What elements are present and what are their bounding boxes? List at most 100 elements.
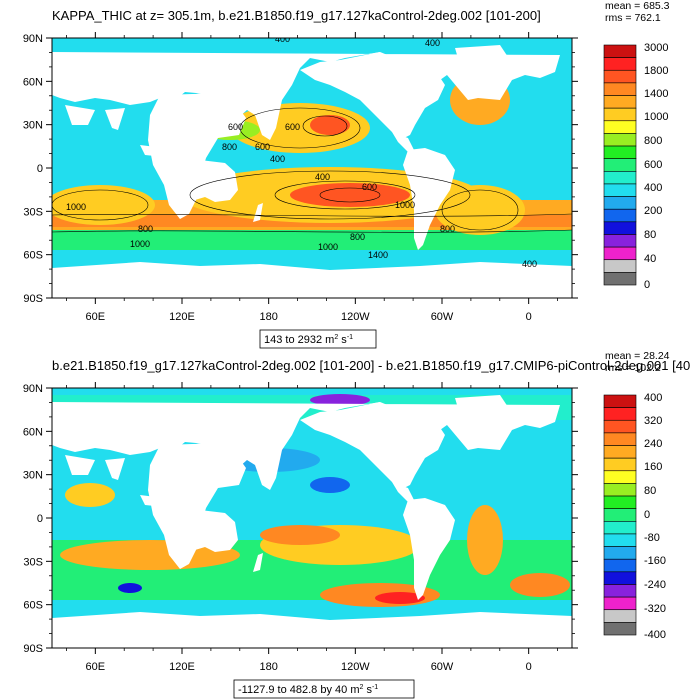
colorbar-swatch (603, 133, 637, 147)
top-cb-label: 40 (644, 253, 656, 265)
svg-text:143 to 2932 m2 s-1: 143 to 2932 m2 s-1 (264, 334, 353, 346)
colorbar-swatch (603, 407, 637, 421)
top-cb-label: 0 (644, 279, 650, 291)
top-panel: KAPPA_THIC at z= 305.1m, b.e21.B1850.f19… (23, 0, 670, 349)
lat-tick-label: 60S (23, 600, 43, 612)
lat-tick-label: 90N (23, 383, 43, 395)
lat-tick-label: 60S (23, 250, 43, 262)
colorbar-swatch (603, 234, 637, 248)
bottom-field-blob (118, 583, 142, 593)
top-field-gyre (52, 185, 155, 225)
lat-tick-label: 0 (37, 163, 43, 175)
lon-tick-label: 60W (431, 661, 454, 673)
svg-text:800: 800 (350, 232, 365, 242)
svg-text:-1127.9 to 482.8 by 40 m2 s-1: -1127.9 to 482.8 by 40 m2 s-1 (238, 684, 378, 696)
colorbar-swatch (603, 171, 637, 185)
colorbar-swatch (603, 246, 637, 261)
lon-tick-label: 0 (526, 311, 532, 323)
colorbar-swatch (603, 183, 637, 197)
top-range-note: 143 to 2932 m2 s-1 (259, 329, 377, 349)
bottom-cb-label: -320 (644, 603, 666, 615)
svg-text:400: 400 (522, 259, 537, 269)
bottom-cb-label: -80 (644, 532, 660, 544)
lon-tick-label: 120W (341, 311, 370, 323)
colorbar-swatch (603, 533, 637, 547)
bottom-field-blob (375, 592, 425, 604)
lat-tick-label: 90S (23, 293, 43, 305)
bottom-axis-ticks: 90N 60N 30N 0 30S 60S 90S 60E 120E 180 120W 60W 0 (23, 382, 578, 673)
svg-text:1400: 1400 (368, 250, 388, 260)
colorbar-swatch (603, 69, 637, 84)
bottom-field-blob (310, 394, 370, 406)
colorbar-swatch (603, 609, 637, 623)
svg-text:400: 400 (270, 154, 285, 164)
top-field-gyre (290, 183, 410, 207)
top-mean: mean = 685.3 (605, 0, 670, 12)
colorbar-swatch (603, 145, 637, 159)
colorbar-swatch (603, 158, 637, 172)
lat-tick-label: 60N (23, 426, 43, 438)
svg-text:600: 600 (228, 122, 243, 132)
top-colorbar: 3000 1800 1400 1000 800 600 400 200 80 4… (603, 42, 668, 291)
svg-text:800: 800 (440, 224, 455, 234)
bottom-range-note: -1127.9 to 482.8 by 40 m2 s-1 (233, 679, 415, 699)
colorbar-swatch (603, 82, 637, 96)
svg-text:400: 400 (315, 172, 330, 182)
top-field-band (52, 230, 572, 250)
top-cb-label: 1800 (644, 65, 668, 77)
colorbar-swatch (603, 483, 637, 497)
bottom-rms: rms = 102.2 (605, 362, 661, 374)
svg-text:400: 400 (275, 34, 290, 44)
lon-tick-label: 120W (341, 661, 370, 673)
svg-text:1000: 1000 (318, 242, 338, 252)
bottom-cb-label: -240 (644, 579, 666, 591)
bottom-field-blob (65, 483, 115, 507)
colorbar-swatch (603, 457, 637, 472)
bottom-cb-label: 80 (644, 485, 656, 497)
top-field-gyre (435, 185, 525, 235)
bottom-cb-label: 160 (644, 461, 662, 473)
bottom-field-blob (310, 477, 350, 493)
bottom-cb-label: 320 (644, 415, 662, 427)
lat-tick-label: 60N (23, 76, 43, 88)
svg-text:1000: 1000 (395, 200, 415, 210)
colorbar-swatch (603, 508, 637, 522)
lat-tick-label: 30N (23, 470, 43, 482)
svg-text:800: 800 (138, 224, 153, 234)
colorbar-swatch (603, 571, 637, 585)
lon-tick-label: 180 (259, 661, 277, 673)
colorbar-swatch (603, 120, 637, 134)
bottom-cb-label: -160 (644, 555, 666, 567)
lon-tick-label: 60W (431, 311, 454, 323)
colorbar-swatch (603, 259, 637, 273)
colorbar-swatch (603, 208, 637, 223)
colorbar-swatch (603, 394, 637, 408)
svg-text:800: 800 (222, 142, 237, 152)
top-cb-label: 600 (644, 159, 662, 171)
lon-tick-label: 120E (169, 661, 195, 673)
top-cb-label: 1400 (644, 88, 668, 100)
lon-tick-label: 60E (86, 661, 106, 673)
colorbar-swatch (603, 221, 637, 235)
lat-tick-label: 30N (23, 120, 43, 132)
top-cb-label: 80 (644, 229, 656, 241)
lat-tick-label: 0 (37, 513, 43, 525)
bottom-cb-label: 240 (644, 438, 662, 450)
svg-text:600: 600 (255, 142, 270, 152)
colorbar-swatch (603, 584, 637, 598)
colorbar-swatch (603, 44, 637, 58)
top-field-gyre (310, 115, 350, 135)
bottom-mean: mean = 28.24 (605, 350, 670, 362)
top-map: 400 400 600 600 800 600 400 400 1000 800… (52, 34, 572, 298)
colorbar-swatch (603, 57, 637, 71)
svg-text:600: 600 (285, 122, 300, 132)
lon-tick-label: 180 (259, 311, 277, 323)
bottom-map (52, 388, 572, 648)
top-title: KAPPA_THIC at z= 305.1m, b.e21.B1850.f19… (52, 8, 541, 23)
colorbar-swatch (603, 558, 637, 573)
lon-tick-label: 120E (169, 311, 195, 323)
colorbar-swatch (603, 272, 637, 286)
colorbar-swatch (603, 521, 637, 535)
colorbar-swatch (603, 470, 637, 484)
top-rms: rms = 762.1 (605, 12, 661, 24)
